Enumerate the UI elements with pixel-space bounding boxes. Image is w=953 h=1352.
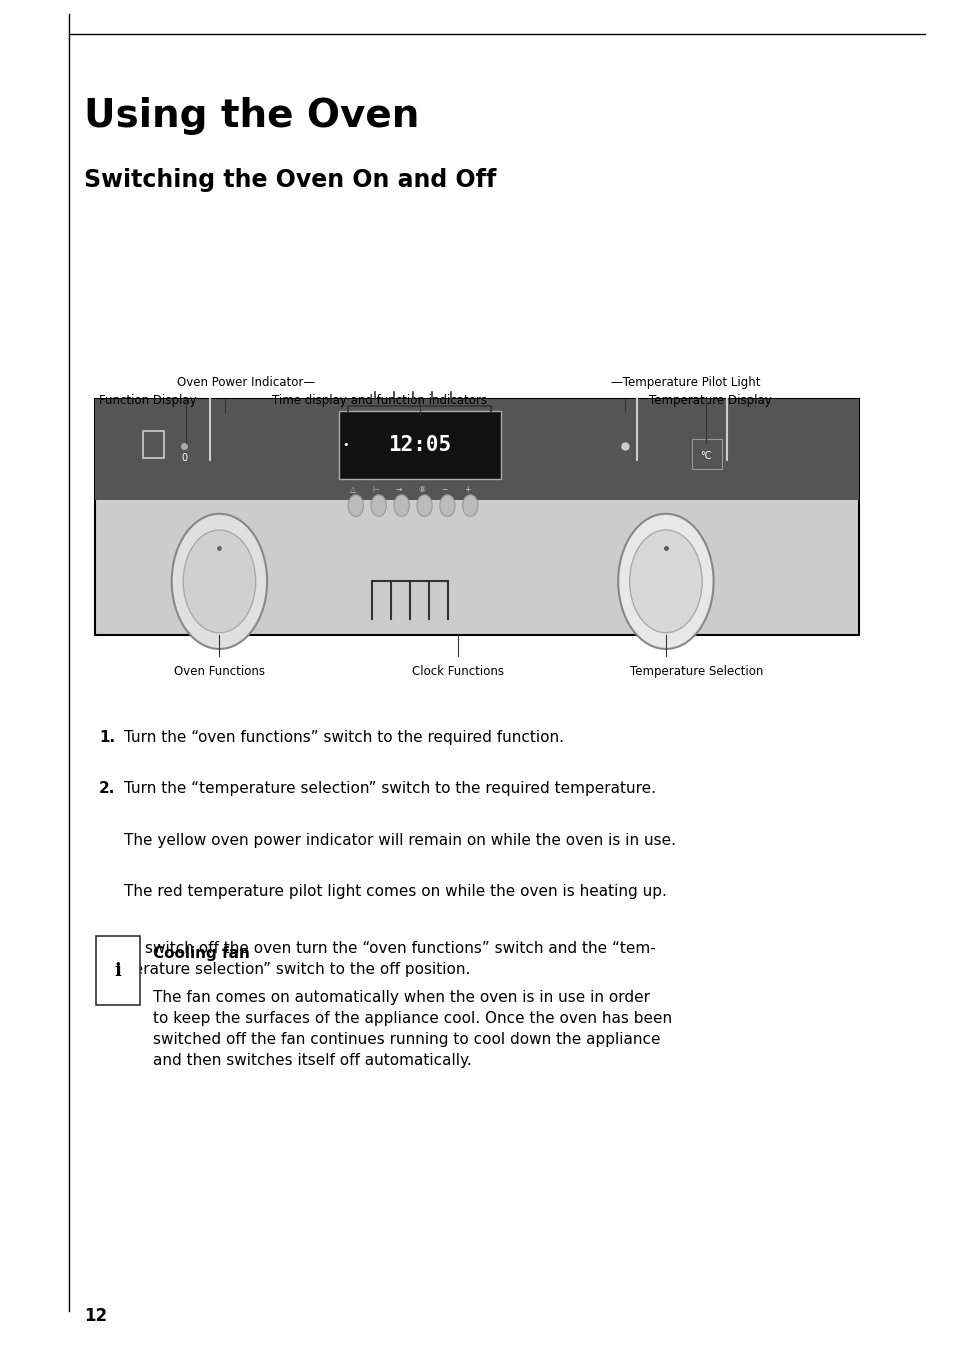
Text: Cooling fan: Cooling fan — [152, 946, 250, 961]
Text: 3.: 3. — [99, 941, 115, 956]
Text: ⊢: ⊢ — [373, 485, 378, 493]
Circle shape — [172, 514, 267, 649]
Text: Turn the “temperature selection” switch to the required temperature.: Turn the “temperature selection” switch … — [124, 781, 656, 796]
Text: Turn the “oven functions” switch to the required function.: Turn the “oven functions” switch to the … — [124, 730, 563, 745]
Text: △: △ — [350, 485, 355, 493]
Text: Time display and function indicators: Time display and function indicators — [272, 393, 486, 407]
Text: Function Display: Function Display — [99, 393, 196, 407]
FancyBboxPatch shape — [95, 399, 858, 635]
Text: Oven Functions: Oven Functions — [173, 665, 265, 679]
Text: →: → — [395, 485, 401, 493]
Text: i: i — [114, 961, 122, 980]
Text: 0: 0 — [181, 453, 187, 462]
Text: +: + — [464, 485, 470, 493]
FancyBboxPatch shape — [338, 411, 500, 479]
Circle shape — [183, 530, 255, 633]
Text: ⑧: ⑧ — [417, 485, 425, 493]
Text: Using the Oven: Using the Oven — [84, 97, 419, 135]
Circle shape — [416, 495, 432, 516]
Text: °C: °C — [700, 452, 711, 461]
Text: The red temperature pilot light comes on while the oven is heating up.: The red temperature pilot light comes on… — [124, 884, 666, 899]
Circle shape — [618, 514, 713, 649]
Text: Temperature Selection: Temperature Selection — [629, 665, 762, 679]
Text: To switch off the oven turn the “oven functions” switch and the “tem-
perature s: To switch off the oven turn the “oven fu… — [124, 941, 655, 976]
Text: Oven Power Indicator—: Oven Power Indicator— — [177, 376, 315, 389]
Text: Clock Functions: Clock Functions — [412, 665, 503, 679]
Circle shape — [348, 495, 363, 516]
Text: 1.: 1. — [99, 730, 115, 745]
Circle shape — [462, 495, 477, 516]
Text: The yellow oven power indicator will remain on while the oven is in use.: The yellow oven power indicator will rem… — [124, 833, 676, 848]
FancyBboxPatch shape — [96, 936, 140, 1005]
Text: •: • — [342, 439, 348, 450]
Text: Temperature Display: Temperature Display — [648, 393, 771, 407]
FancyBboxPatch shape — [95, 399, 858, 500]
Text: 2.: 2. — [99, 781, 115, 796]
Text: Switching the Oven On and Off: Switching the Oven On and Off — [84, 168, 496, 192]
Circle shape — [629, 530, 701, 633]
Text: 12:05: 12:05 — [388, 435, 451, 454]
Text: —Temperature Pilot Light: —Temperature Pilot Light — [610, 376, 760, 389]
Text: −: − — [441, 485, 447, 493]
Circle shape — [371, 495, 386, 516]
Circle shape — [439, 495, 455, 516]
Text: The fan comes on automatically when the oven is in use in order
to keep the surf: The fan comes on automatically when the … — [152, 990, 671, 1068]
Text: 12: 12 — [84, 1307, 107, 1325]
Circle shape — [394, 495, 409, 516]
